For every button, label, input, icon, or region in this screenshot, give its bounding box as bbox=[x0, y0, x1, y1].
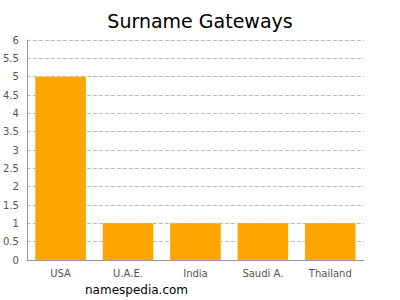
svg-text:USA: USA bbox=[50, 268, 71, 279]
svg-text:Saudi A.: Saudi A. bbox=[242, 268, 283, 279]
svg-text:3: 3 bbox=[13, 145, 19, 156]
svg-text:U.A.E.: U.A.E. bbox=[113, 268, 143, 279]
svg-text:4: 4 bbox=[13, 108, 19, 119]
svg-text:2.5: 2.5 bbox=[3, 163, 19, 174]
svg-text:4.5: 4.5 bbox=[3, 90, 19, 101]
svg-text:3.5: 3.5 bbox=[3, 126, 19, 137]
svg-text:1.5: 1.5 bbox=[3, 200, 19, 211]
svg-text:5.5: 5.5 bbox=[3, 53, 19, 64]
svg-text:5: 5 bbox=[13, 71, 19, 82]
svg-text:Surname Gateways: Surname Gateways bbox=[107, 10, 292, 32]
svg-text:6: 6 bbox=[13, 35, 19, 46]
svg-text:India: India bbox=[183, 268, 208, 279]
svg-text:Thailand: Thailand bbox=[308, 268, 352, 279]
svg-text:2: 2 bbox=[13, 181, 19, 192]
svg-text:namespedia.com: namespedia.com bbox=[85, 283, 188, 297]
svg-text:0.5: 0.5 bbox=[3, 236, 19, 247]
svg-text:0: 0 bbox=[13, 255, 19, 266]
svg-text:1: 1 bbox=[13, 218, 19, 229]
